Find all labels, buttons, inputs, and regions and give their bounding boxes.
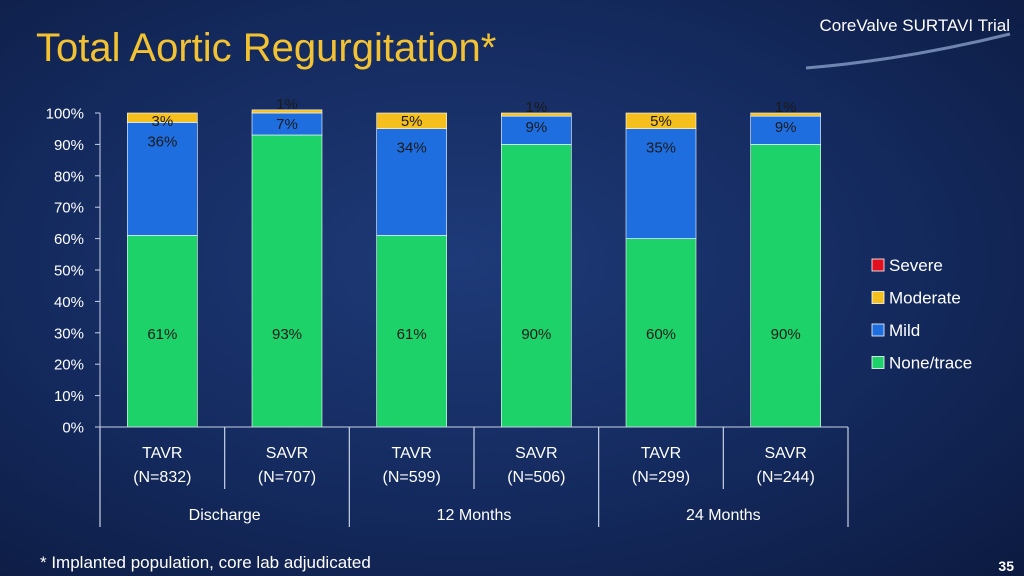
x-category-label: TAVR bbox=[641, 445, 681, 462]
legend-swatch-moderate bbox=[871, 291, 885, 304]
brand-swoosh-graphic bbox=[805, 32, 1011, 70]
bar-data-label: 36% bbox=[147, 133, 177, 150]
x-group-label: 24 Months bbox=[686, 507, 761, 524]
y-tick-label: 80% bbox=[54, 168, 84, 185]
bar-segment bbox=[501, 144, 572, 428]
bar-segment bbox=[501, 115, 572, 145]
bar-segment bbox=[501, 112, 572, 117]
y-axis: 0% 10% 20% 30% 40% 50% 60% 70% 80% 90% 100% bbox=[46, 106, 101, 437]
bar-segment bbox=[376, 128, 447, 236]
bar-segment bbox=[127, 112, 198, 123]
y-tick-label: 40% bbox=[54, 294, 84, 311]
legend-label: None/trace bbox=[889, 354, 972, 373]
y-tick-label: 60% bbox=[54, 231, 84, 248]
legend-swatch-none-trace bbox=[871, 356, 885, 369]
bar-segment bbox=[625, 128, 697, 239]
bar-data-label: 7% bbox=[276, 116, 298, 133]
bar-data-label: 60% bbox=[646, 326, 676, 343]
legend-swatch-mild bbox=[871, 323, 885, 337]
bar-data-label: 1% bbox=[276, 96, 298, 113]
bar-data-label: 5% bbox=[401, 113, 423, 130]
bar-data-label: 3% bbox=[151, 113, 173, 130]
bar-segment bbox=[251, 134, 323, 428]
x-category-label: SAVR bbox=[515, 445, 557, 462]
y-tick-label: 100% bbox=[46, 106, 84, 123]
bar-data-label: 93% bbox=[272, 326, 302, 343]
y-tick-label: 90% bbox=[54, 137, 84, 154]
legend-label: Mild bbox=[889, 321, 920, 340]
chart-legend: Severe Moderate Mild None/trace bbox=[871, 256, 972, 373]
bar-data-label: 1% bbox=[525, 99, 547, 116]
x-group-label: 12 Months bbox=[437, 507, 512, 524]
x-category-n-label: (N=244) bbox=[757, 469, 815, 486]
bar-segment bbox=[625, 238, 697, 428]
x-axis: TAVR (N=832) SAVR (N=707) TAVR (N=599) SAVR (N=… bbox=[99, 426, 849, 527]
bar-data-label: 5% bbox=[650, 113, 672, 130]
bar-segment bbox=[750, 112, 821, 117]
bar-data-label: 1% bbox=[775, 99, 797, 116]
legend-label: Moderate bbox=[889, 289, 961, 308]
x-group-label: Discharge bbox=[189, 507, 261, 524]
bar-segment bbox=[625, 112, 697, 129]
bar-data-label: 61% bbox=[147, 326, 177, 343]
bar-segment bbox=[127, 122, 198, 236]
bar-data-label: 9% bbox=[525, 119, 547, 136]
y-tick-label: 0% bbox=[62, 420, 84, 437]
bar-data-label: 9% bbox=[775, 119, 797, 136]
bar-segment bbox=[750, 144, 821, 428]
y-tick-label: 20% bbox=[54, 357, 84, 374]
legend-swatch-severe bbox=[871, 258, 885, 272]
page-number: 35 bbox=[998, 558, 1014, 574]
legend-label: Severe bbox=[889, 256, 943, 275]
x-category-label: SAVR bbox=[764, 445, 806, 462]
bar-data-label: 90% bbox=[771, 326, 801, 343]
x-category-n-label: (N=506) bbox=[507, 469, 565, 486]
x-category-n-label: (N=832) bbox=[133, 469, 191, 486]
y-tick-label: 50% bbox=[54, 263, 84, 280]
bar-data-label: 61% bbox=[397, 326, 427, 343]
x-category-n-label: (N=707) bbox=[258, 469, 316, 486]
bar-segment bbox=[251, 109, 323, 114]
bar-data-label: 90% bbox=[521, 326, 551, 343]
x-category-label: TAVR bbox=[142, 445, 182, 462]
x-category-n-label: (N=599) bbox=[383, 469, 441, 486]
bar-segment bbox=[376, 235, 447, 428]
y-tick-label: 70% bbox=[54, 200, 84, 217]
bar-segment bbox=[376, 112, 447, 129]
x-category-label: SAVR bbox=[266, 445, 308, 462]
bar-segment bbox=[750, 115, 821, 145]
footnote: * Implanted population, core lab adjudic… bbox=[40, 553, 371, 572]
x-category-n-label: (N=299) bbox=[632, 469, 690, 486]
y-tick-label: 10% bbox=[54, 388, 84, 405]
bar-data-label: 35% bbox=[646, 140, 676, 157]
x-category-label: TAVR bbox=[392, 445, 432, 462]
trial-brand-logo: CoreValve SURTAVI Trial bbox=[819, 16, 1010, 35]
bar-data-label: 34% bbox=[397, 140, 427, 157]
slide-title: Total Aortic Regurgitation* bbox=[36, 26, 497, 70]
y-tick-label: 30% bbox=[54, 325, 84, 342]
bars-group: 61% 36% 3% 93% 7% 1% 61% 34% 5% 90% 9% 1% 60% 35% 5% 90… bbox=[127, 96, 821, 428]
